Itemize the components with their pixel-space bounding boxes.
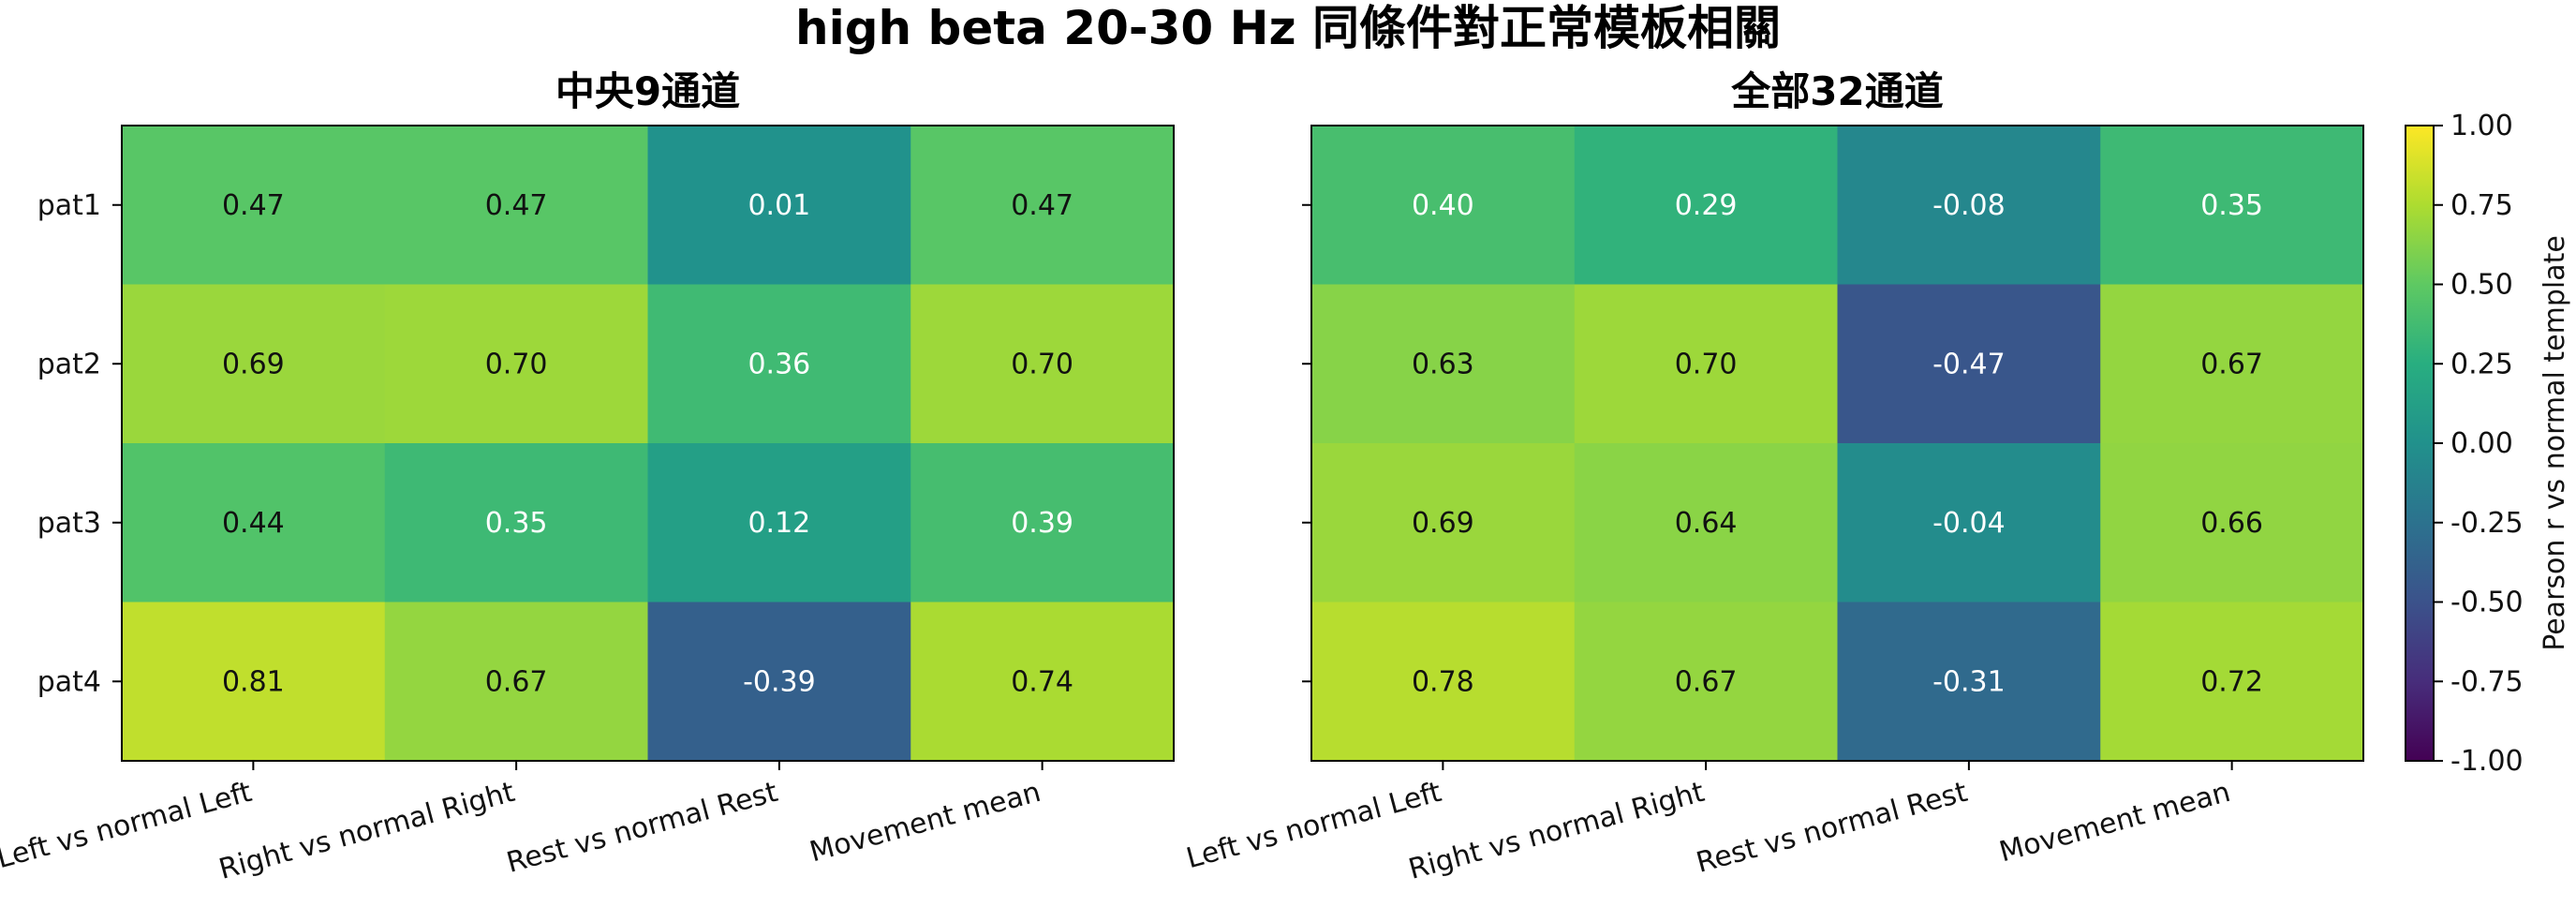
y-tick-label: pat4 bbox=[37, 665, 101, 698]
heatmap-cell bbox=[122, 602, 386, 762]
heatmap-cell bbox=[910, 443, 1175, 602]
y-tick-label: pat3 bbox=[37, 507, 101, 540]
cell-value-label: 0.66 bbox=[2200, 507, 2263, 540]
cell-value-label: 0.67 bbox=[1675, 665, 1738, 698]
heatmap-cell bbox=[1311, 284, 1576, 444]
heatmap-cell bbox=[122, 443, 386, 602]
cell-value-label: 0.70 bbox=[1011, 348, 1073, 380]
heatmap-cell bbox=[1574, 126, 1838, 285]
heatmap-cell bbox=[1574, 602, 1838, 762]
x-tick-label: Right vs normal Right bbox=[1405, 776, 1708, 886]
heatmap-cell bbox=[1311, 126, 1576, 285]
cell-value-label: 0.44 bbox=[222, 507, 285, 540]
heatmap-cell bbox=[1311, 443, 1576, 602]
colorbar-tick-label: 0.25 bbox=[2450, 348, 2513, 380]
colorbar-tick-label: -0.50 bbox=[2450, 587, 2524, 619]
colorbar-gradient bbox=[2405, 125, 2435, 762]
x-tick-label: Movement mean bbox=[1996, 776, 2234, 869]
heatmap-cell bbox=[122, 126, 386, 285]
heatmap-cell bbox=[1574, 284, 1838, 444]
cell-value-label: 0.40 bbox=[1412, 189, 1474, 222]
panel-title: 全部32通道 bbox=[1730, 68, 1943, 114]
heatmap-cell bbox=[647, 602, 911, 762]
heatmap-cell bbox=[647, 126, 911, 285]
heatmap-cell bbox=[910, 602, 1175, 762]
cell-value-label: 0.72 bbox=[2200, 665, 2263, 698]
colorbar-tick-label: -0.25 bbox=[2450, 507, 2524, 540]
colorbar-tick-label: -1.00 bbox=[2450, 745, 2524, 778]
heatmap-cell bbox=[1311, 602, 1576, 762]
heatmap-cell bbox=[2100, 602, 2364, 762]
cell-value-label: 0.67 bbox=[485, 665, 548, 698]
cell-value-label: 0.39 bbox=[1011, 507, 1073, 540]
cell-value-label: 0.70 bbox=[1675, 348, 1738, 380]
colorbar-ticks: 1.00 0.75 0.50 0.25 0.00 -0.25 -0.50 -0.75 -1.00 bbox=[2434, 110, 2524, 778]
x-tick-label: Rest vs normal Rest bbox=[503, 776, 781, 880]
panel-title: 中央9通道 bbox=[555, 68, 740, 114]
cell-value-label: 0.36 bbox=[748, 348, 810, 380]
heatmap-cell bbox=[910, 126, 1175, 285]
cell-value-label: 0.12 bbox=[748, 507, 810, 540]
figure-title: high beta 20-30 Hz 同條件對正常模板相關 bbox=[795, 1, 1781, 55]
cell-value-label: 0.35 bbox=[485, 507, 548, 540]
cell-value-label: 0.69 bbox=[1412, 507, 1474, 540]
y-tick-label: pat1 bbox=[37, 189, 101, 222]
colorbar-tick-label: 1.00 bbox=[2450, 110, 2513, 142]
cell-value-label: -0.08 bbox=[1932, 189, 2006, 222]
x-tick-label: Right vs normal Right bbox=[215, 776, 518, 886]
cell-value-label: -0.31 bbox=[1932, 665, 2006, 698]
x-tick-label: Movement mean bbox=[807, 776, 1044, 869]
heatmap-cell bbox=[1574, 443, 1838, 602]
heatmap-cell bbox=[122, 284, 386, 444]
cell-value-label: -0.39 bbox=[743, 665, 816, 698]
x-tick-label: Left vs normal Left bbox=[1183, 776, 1445, 875]
cell-value-label: 0.64 bbox=[1675, 507, 1738, 540]
cell-value-label: 0.01 bbox=[748, 189, 810, 222]
x-tick-label: Rest vs normal Rest bbox=[1693, 776, 1971, 880]
heatmap-cell bbox=[1837, 602, 2101, 762]
heatmap-cell bbox=[384, 443, 648, 602]
cell-value-label: 0.81 bbox=[222, 665, 285, 698]
cell-value-label: 0.69 bbox=[222, 348, 285, 380]
colorbar-tick-label: -0.75 bbox=[2450, 665, 2524, 698]
heatmap-cell bbox=[384, 284, 648, 444]
cell-value-label: 0.47 bbox=[222, 189, 285, 222]
plot-frame bbox=[1310, 125, 2364, 762]
heatmap-cell bbox=[384, 602, 648, 762]
heatmap-panel-all: 全部32通道 0.40 0.29 -0.08 0.35 0.63 0.70 -0.47 0.67… bbox=[1183, 68, 2364, 886]
y-tick-label: pat2 bbox=[37, 348, 101, 380]
cell-value-label: 0.47 bbox=[485, 189, 548, 222]
heatmap-cell bbox=[2100, 284, 2364, 444]
cell-value-label: 0.78 bbox=[1412, 665, 1474, 698]
cell-value-label: -0.47 bbox=[1932, 348, 2006, 380]
heatmap-cell bbox=[910, 284, 1175, 444]
heatmap-cell bbox=[1837, 126, 2101, 285]
heatmap-panel-central: 中央9通道 0.47 0.47 0.01 0.47 0.69 0.70 0.36 0.70 0.4… bbox=[0, 68, 1175, 886]
cell-value-label: 0.47 bbox=[1011, 189, 1073, 222]
heatmap-cell bbox=[1837, 443, 2101, 602]
colorbar-tick-label: 0.75 bbox=[2450, 189, 2513, 222]
plot-frame bbox=[121, 125, 1175, 762]
colorbar: 1.00 0.75 0.50 0.25 0.00 -0.25 -0.50 -0.75 -1.00… bbox=[2405, 110, 2571, 778]
heatmap-cell bbox=[647, 284, 911, 444]
cell-value-label: 0.70 bbox=[485, 348, 548, 380]
heatmap-cell bbox=[384, 126, 648, 285]
heatmap-cell bbox=[647, 443, 911, 602]
cell-value-label: 0.35 bbox=[2200, 189, 2263, 222]
cell-value-label: -0.04 bbox=[1932, 507, 2006, 540]
colorbar-label: Pearson r vs normal template bbox=[2539, 235, 2571, 651]
cell-value-label: 0.74 bbox=[1011, 665, 1073, 698]
colorbar-tick-label: 0.50 bbox=[2450, 269, 2513, 302]
heatmap-cell bbox=[2100, 126, 2364, 285]
heatmap-cell bbox=[2100, 443, 2364, 602]
cell-value-label: 0.67 bbox=[2200, 348, 2263, 380]
cell-value-label: 0.63 bbox=[1412, 348, 1474, 380]
cell-value-label: 0.29 bbox=[1675, 189, 1738, 222]
colorbar-tick-label: 0.00 bbox=[2450, 427, 2513, 460]
heatmap-cell bbox=[1837, 284, 2101, 444]
